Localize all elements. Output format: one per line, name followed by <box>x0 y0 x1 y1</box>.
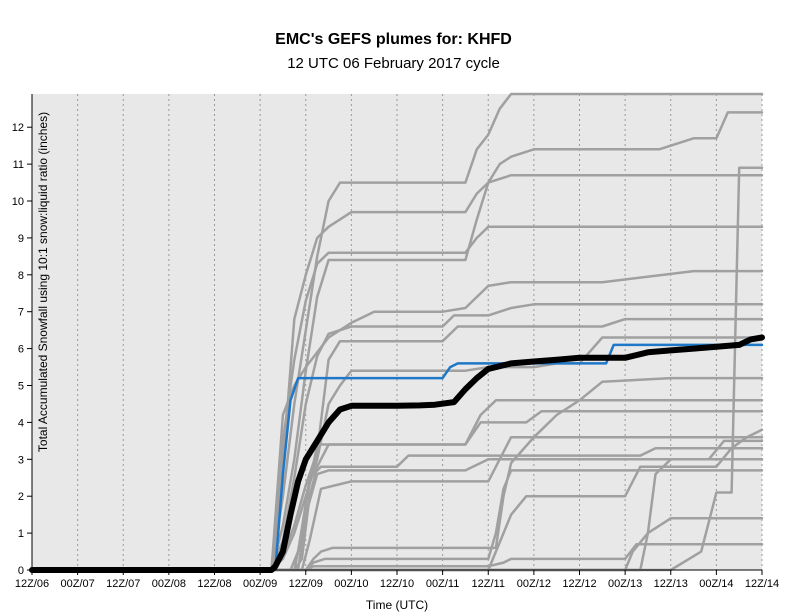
member-line <box>30 303 764 572</box>
y-tick: 11 <box>13 159 32 171</box>
x-tick: 12Z/13 <box>654 570 688 590</box>
x-tick-label: 00Z/09 <box>243 578 277 590</box>
y-tick-label: 7 <box>18 307 24 319</box>
x-tick: 00Z/13 <box>608 570 642 590</box>
x-tick-label: 12Z/10 <box>380 578 414 590</box>
x-tick-label: 00Z/12 <box>517 578 551 590</box>
y-tick-label: 3 <box>18 454 24 466</box>
y-tick: 9 <box>18 233 32 245</box>
member-line <box>30 111 764 572</box>
member-line <box>30 410 764 572</box>
y-tick: 1 <box>18 528 32 540</box>
x-tick: 12Z/14 <box>745 570 779 590</box>
grid-lines <box>77 94 763 570</box>
y-tick: 3 <box>18 454 32 466</box>
x-tick-label: 12Z/14 <box>745 578 779 590</box>
y-tick: 2 <box>18 491 32 503</box>
x-axis-label: Time (UTC) <box>366 598 428 612</box>
x-tick-label: 12Z/11 <box>472 578 505 590</box>
y-tick: 4 <box>18 417 32 429</box>
x-tick: 00Z/11 <box>426 570 459 590</box>
x-tick-label: 00Z/07 <box>61 578 95 590</box>
y-tick-label: 10 <box>12 196 24 208</box>
x-tick: 00Z/08 <box>152 570 186 590</box>
x-tick: 12Z/06 <box>15 570 49 590</box>
y-tick-label: 1 <box>18 528 24 540</box>
x-tick: 00Z/07 <box>61 570 95 590</box>
x-tick-label: 00Z/11 <box>426 578 459 590</box>
y-tick-label: 11 <box>13 159 24 171</box>
y-tick-label: 12 <box>12 122 24 134</box>
x-tick-label: 12Z/13 <box>654 578 688 590</box>
y-tick: 6 <box>18 344 32 356</box>
chart-subtitle: 12 UTC 06 February 2017 cycle <box>287 55 500 72</box>
y-tick-label: 4 <box>18 417 24 429</box>
x-tick: 00Z/10 <box>334 570 369 590</box>
y-tick-label: 2 <box>18 491 24 503</box>
member-line <box>30 376 764 572</box>
x-tick: 00Z/12 <box>517 570 551 590</box>
x-tick-label: 12Z/07 <box>106 578 140 590</box>
y-tick: 8 <box>18 270 32 282</box>
member-line <box>30 446 764 572</box>
x-tick: 00Z/09 <box>243 570 277 590</box>
x-tick: 12Z/07 <box>106 570 140 590</box>
x-tick: 12Z/12 <box>562 570 597 590</box>
mean-series-group <box>29 334 765 573</box>
y-tick-label: 6 <box>18 344 24 356</box>
x-tick: 12Z/11 <box>472 570 505 590</box>
y-axis-label: Total Accumulated Snowfall using 10:1 sn… <box>36 112 50 452</box>
member-line <box>30 469 764 572</box>
mean-line <box>29 334 765 573</box>
x-tick-label: 12Z/12 <box>562 578 596 590</box>
member-line <box>30 173 764 572</box>
y-tick: 10 <box>12 196 32 208</box>
x-tick-label: 00Z/13 <box>608 578 642 590</box>
member-line <box>30 92 764 572</box>
y-tick: 0 <box>18 565 32 577</box>
chart-title: EMC's GEFS plumes for: KHFD <box>275 31 512 48</box>
x-tick-label: 00Z/10 <box>334 578 368 590</box>
x-tick: 12Z/08 <box>197 570 232 590</box>
axes: 12Z/06 00Z/07 12Z/07 00Z/08 12Z/08 00Z/09 12Z/… <box>12 94 779 590</box>
member-line <box>30 317 764 572</box>
x-tick-label: 12Z/06 <box>15 578 49 590</box>
x-tick: 12Z/10 <box>380 570 414 590</box>
x-tick: 00Z/14 <box>699 570 734 590</box>
y-tick-label: 8 <box>18 270 24 282</box>
x-tick-label: 12Z/09 <box>289 578 323 590</box>
y-tick-label: 0 <box>18 565 24 577</box>
x-tick: 12Z/09 <box>289 570 323 590</box>
y-tick-label: 5 <box>18 381 24 393</box>
y-tick-label: 9 <box>18 233 24 245</box>
x-tick-label: 00Z/14 <box>699 578 733 590</box>
x-tick-label: 12Z/08 <box>197 578 231 590</box>
x-tick-label: 00Z/08 <box>152 578 186 590</box>
y-tick: 5 <box>18 381 32 393</box>
control-series-group <box>30 343 764 572</box>
y-tick: 12 <box>12 122 32 134</box>
y-tick: 7 <box>18 307 32 319</box>
control-line <box>30 343 764 572</box>
